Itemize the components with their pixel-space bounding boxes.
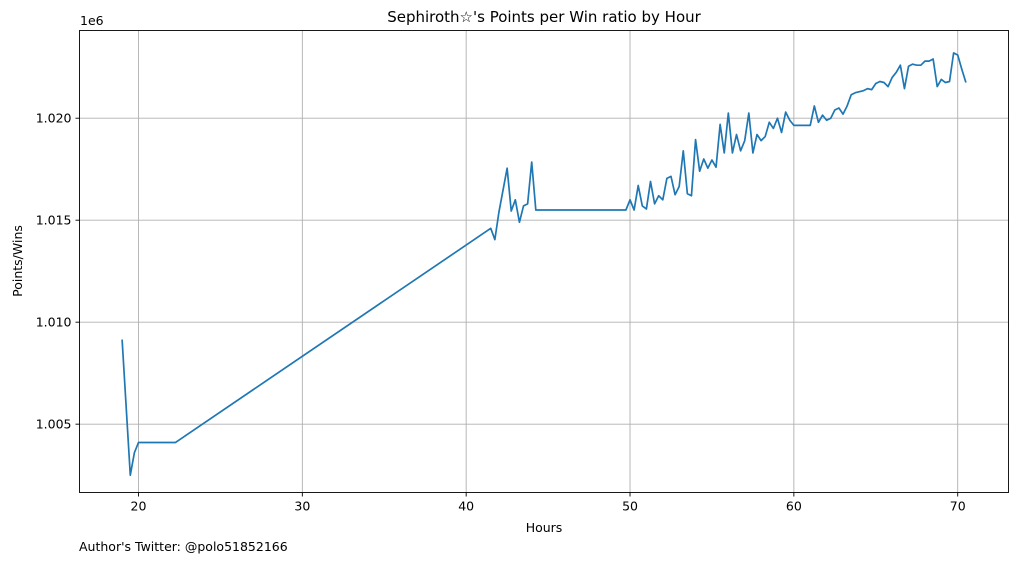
grid-lines	[79, 30, 1009, 493]
y-tick-label: 1.020	[36, 111, 72, 126]
x-tick-label: 70	[950, 499, 966, 514]
y-tick-label: 1.010	[36, 315, 72, 330]
y-tick-label: 1.005	[36, 417, 72, 432]
chart-title: Sephiroth☆'s Points per Win ratio by Hou…	[387, 8, 701, 26]
x-tick-label: 60	[786, 499, 802, 514]
author-footnote: Author's Twitter: @polo51852166	[79, 539, 288, 554]
x-tick-label: 40	[458, 499, 474, 514]
x-tick-label: 20	[131, 499, 147, 514]
x-tick-label: 50	[622, 499, 638, 514]
y-offset-label: 1e6	[80, 13, 104, 28]
y-tick-label: 1.015	[36, 213, 72, 228]
x-axis-label: Hours	[526, 520, 563, 535]
axis-ticks: 20 30 40 50 60 70 1.005 1.010 1.015 1.020	[36, 111, 966, 514]
series-line	[121, 52, 967, 477]
y-axis-label: Points/Wins	[10, 225, 25, 297]
plot-frame	[79, 30, 1009, 493]
x-tick-label: 30	[294, 499, 310, 514]
